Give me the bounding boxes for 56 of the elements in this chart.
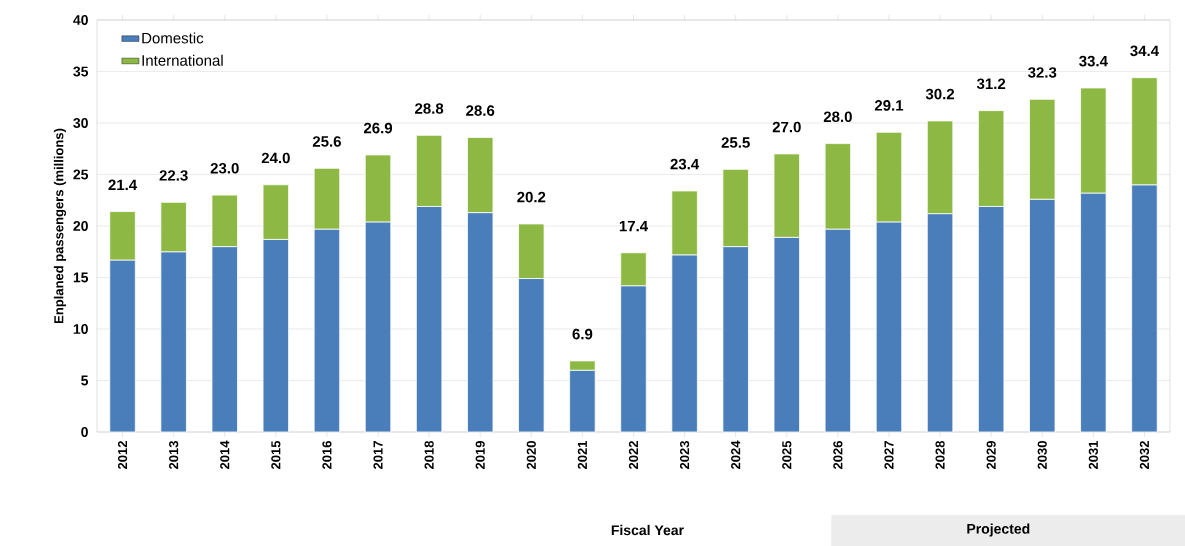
y-tick-label: 5	[81, 375, 89, 386]
y-tick-label: 0	[81, 427, 88, 437]
y-tick-label: 10	[73, 324, 88, 334]
x-tick-label: 2032	[1139, 441, 1150, 469]
total-label: 28.8	[415, 103, 444, 114]
total-label: 32.3	[1028, 67, 1057, 78]
y-tick-label: 25	[73, 169, 89, 180]
total-label: 27.0	[772, 121, 801, 133]
total-label: 25.6	[312, 136, 341, 147]
y-tick-label: 30	[73, 118, 88, 128]
x-tick-label: 2021	[577, 440, 587, 469]
y-tick-label: 15	[73, 272, 89, 283]
total-label: 22.3	[159, 170, 188, 181]
total-label: 17.4	[619, 220, 649, 232]
total-label: 6.9	[572, 328, 593, 340]
x-tick-label: 2014	[220, 440, 230, 469]
total-label: 33.4	[1079, 55, 1108, 67]
y-axis-title: Enplaned passengers (millions)	[53, 128, 67, 324]
x-tick-label: 2012	[117, 441, 128, 469]
total-label: 23.0	[210, 162, 239, 174]
x-tick-label: 2026	[833, 441, 843, 469]
total-label: 26.9	[363, 122, 393, 134]
x-tick-label: 2031	[1088, 440, 1098, 469]
x-tick-label: 2030	[1037, 441, 1047, 469]
x-tick-label: 2019	[475, 441, 485, 469]
total-label: 23.4	[670, 158, 700, 170]
x-tick-label: 2022	[628, 441, 639, 469]
y-tick-label: 20	[73, 221, 88, 231]
total-label: 25.5	[721, 137, 750, 148]
total-label: 24.0	[261, 152, 290, 164]
y-tick-label: 35	[73, 66, 89, 77]
x-tick-label: 2020	[526, 441, 536, 469]
total-label: 30.2	[925, 88, 955, 100]
x-tick-label: 2025	[782, 440, 792, 469]
x-tick-label: 2015	[271, 440, 281, 469]
total-label: 28.0	[823, 111, 852, 123]
x-tick-label: 2018	[424, 440, 434, 469]
x-axis-title: Fiscal Year	[611, 524, 684, 536]
total-label: 34.4	[1130, 45, 1159, 57]
total-label: 20.2	[517, 191, 546, 203]
total-label: 21.4	[108, 179, 138, 191]
x-tick-label: 2023	[679, 441, 690, 469]
x-tick-label: 2013	[169, 441, 179, 469]
total-label: 28.6	[466, 105, 495, 116]
legend-label: International	[142, 54, 223, 66]
legend-label: Domestic	[142, 32, 204, 44]
x-tick-label: 2027	[884, 441, 894, 469]
x-tick-label: 2028	[935, 440, 945, 469]
x-tick-label: 2017	[373, 441, 383, 469]
total-label: 29.1	[874, 100, 904, 111]
total-label: 31.2	[976, 78, 1006, 90]
x-tick-label: 2024	[731, 440, 741, 469]
text: Projected	[967, 523, 1030, 537]
x-tick-label: 2029	[986, 441, 996, 469]
x-tick-label: 2016	[322, 441, 332, 469]
y-tick-label: 40	[73, 15, 88, 25]
